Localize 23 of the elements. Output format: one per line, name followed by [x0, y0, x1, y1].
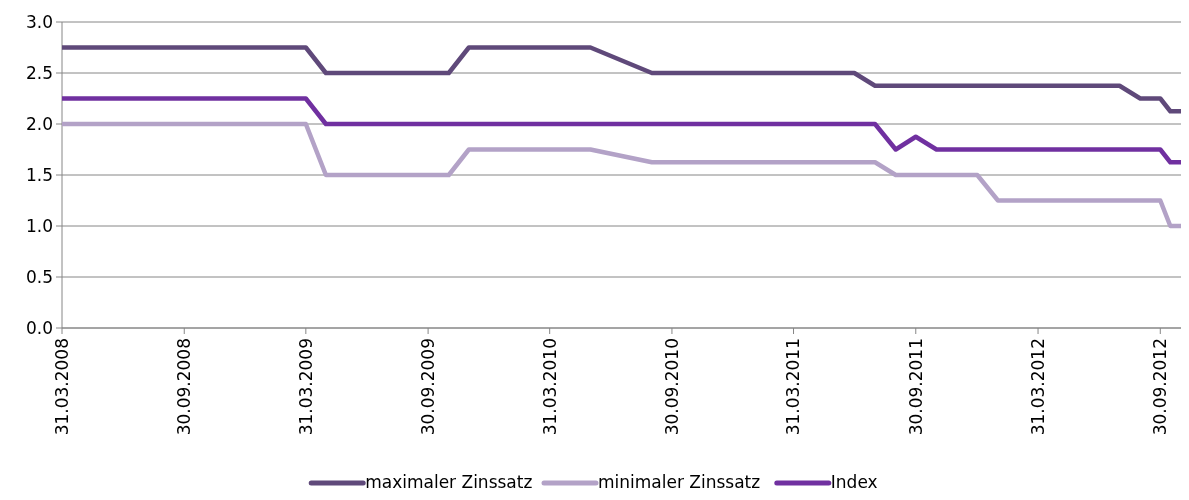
- y-tick-label: 1.5: [25, 164, 53, 185]
- y-tick-label: 0.5: [25, 266, 53, 287]
- x-tick-label: 31.03.2012: [1027, 338, 1048, 436]
- line-series: [59, 121, 1184, 229]
- legend-label: Index: [830, 472, 878, 492]
- x-tick-label: 30.09.2010: [661, 338, 682, 436]
- legend-label: maximaler Zinssatz: [365, 472, 533, 492]
- line-series: [59, 96, 1184, 165]
- y-tick-label: 2.5: [25, 62, 53, 83]
- y-tick-label: 1.0: [25, 215, 53, 236]
- y-tick-label: 2.0: [25, 113, 53, 134]
- x-tick-label: 31.03.2010: [539, 338, 560, 436]
- legend-label: minimaler Zinssatz: [598, 472, 761, 492]
- line-series: [59, 45, 1184, 114]
- x-tick-label: 30.09.2009: [418, 338, 439, 436]
- x-tick-label: 30.09.2011: [905, 338, 926, 436]
- x-tick-label: 31.03.2009: [295, 338, 316, 436]
- x-tick-label: 30.09.2008: [174, 338, 195, 436]
- y-tick-label: 0.0: [25, 317, 53, 338]
- x-tick-label: 31.03.2008: [51, 338, 72, 436]
- y-tick-label: 3.0: [25, 11, 53, 32]
- x-tick-label: 30.09.2012: [1150, 338, 1171, 436]
- x-tick-label: 31.03.2011: [783, 338, 804, 436]
